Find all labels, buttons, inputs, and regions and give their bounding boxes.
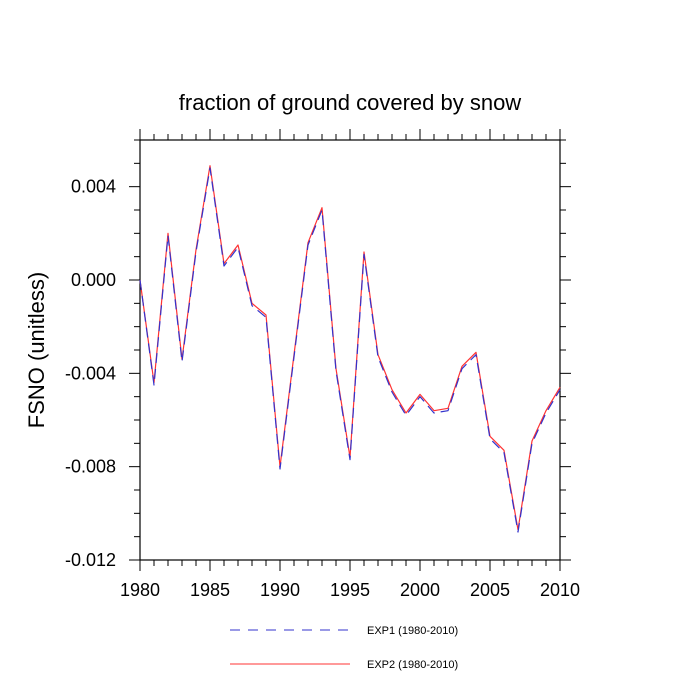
legend-label: EXP2 (1980-2010): [367, 659, 458, 671]
y-tick-label: -0.004: [65, 363, 116, 383]
x-tick-label: 2000: [400, 580, 440, 600]
plot-frame: [139, 139, 561, 561]
x-tick-label: 2005: [470, 580, 510, 600]
x-tick-label: 1995: [330, 580, 370, 600]
plot-area: 1980 1985 1990 1995 2000 2005 2010 -0.012 -0.008…: [65, 129, 580, 600]
legend: EXP1 (1980-2010) EXP2 (1980-2010): [230, 625, 458, 671]
chart-title: fraction of ground covered by snow: [179, 90, 522, 115]
y-tick-label: 0.000: [71, 270, 116, 290]
y-tick-label: 0.004: [71, 177, 116, 197]
x-tick-label: 1985: [190, 580, 230, 600]
x-tick-label: 1980: [120, 580, 160, 600]
x-tick-label: 1990: [260, 580, 300, 600]
x-tick-label: 2010: [540, 580, 580, 600]
legend-label: EXP1 (1980-2010): [367, 625, 458, 637]
y-tick-label: -0.008: [65, 457, 116, 477]
y-tick-label: -0.012: [65, 550, 116, 570]
series-line-exp1: [139, 167, 561, 533]
y-axis-label: FSNO (unitless): [24, 272, 49, 428]
series-line-exp2: [139, 165, 561, 531]
